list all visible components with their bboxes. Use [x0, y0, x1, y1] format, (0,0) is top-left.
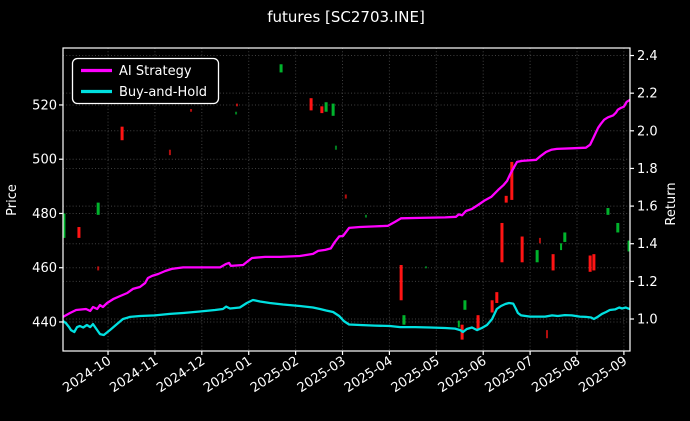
- up-candle: [424, 266, 427, 269]
- price-tick-label: 520: [32, 99, 57, 114]
- chart-title: futures [SC2703.INE]: [267, 8, 425, 26]
- price-axis-label: Price: [5, 184, 20, 216]
- down-candle: [592, 254, 596, 271]
- down-candle: [490, 300, 494, 313]
- up-candle: [364, 214, 367, 218]
- up-candle: [463, 300, 467, 310]
- x-tick-label: 2025-03: [295, 354, 349, 396]
- x-tick-label: 2024-12: [154, 354, 208, 396]
- legend: AI Strategy Buy-and-Hold: [71, 57, 220, 105]
- x-tick-label: 2025-09: [576, 354, 630, 396]
- x-tick-label: 2024-10: [60, 354, 114, 396]
- down-candle: [545, 330, 548, 339]
- down-candle: [588, 255, 592, 272]
- down-candle: [344, 194, 347, 199]
- x-tick-label: 2025-08: [529, 354, 583, 396]
- down-candle: [168, 149, 171, 156]
- candlesticks: [63, 64, 630, 340]
- down-candle: [520, 236, 524, 263]
- up-candle: [606, 208, 610, 215]
- price-tick-label: 500: [32, 153, 57, 168]
- x-tick-label: 2024-11: [107, 354, 161, 396]
- x-axis-tick-labels: 2024-102024-112024-122025-012025-022025-…: [60, 354, 630, 396]
- down-candle: [190, 109, 193, 112]
- down-candle: [476, 315, 480, 331]
- x-tick-label: 2025-07: [483, 354, 537, 396]
- down-candle: [235, 103, 238, 107]
- legend-label-buy-and-hold: Buy-and-Hold: [119, 85, 207, 100]
- return-axis-label: Return: [664, 182, 679, 225]
- up-candle: [402, 315, 406, 325]
- up-candle: [563, 232, 567, 242]
- x-tick-label: 2025-06: [436, 354, 490, 396]
- return-tick-label: 1.4: [637, 237, 658, 252]
- x-tick-label: 2025-05: [389, 354, 443, 396]
- x-tick-label: 2025-02: [248, 354, 302, 396]
- return-tick-label: 1.6: [637, 200, 658, 215]
- buy-and-hold-line: [63, 298, 630, 337]
- up-candle: [334, 145, 337, 150]
- return-tick-label: 2.0: [637, 124, 658, 139]
- price-tick-label: 460: [32, 261, 57, 276]
- price-axis-tick-labels: 440 460 480 500 520: [32, 99, 57, 331]
- down-candle: [97, 266, 100, 271]
- down-candle: [120, 126, 124, 141]
- up-candle: [457, 320, 460, 328]
- up-candle: [331, 103, 335, 116]
- x-tick-label: 2025-01: [201, 354, 255, 396]
- price-tick-label: 440: [32, 316, 57, 331]
- down-candle: [309, 98, 313, 111]
- up-candle: [235, 111, 238, 115]
- legend-label-ai-strategy: AI Strategy: [119, 64, 192, 79]
- down-candle: [510, 161, 514, 200]
- down-candle: [504, 195, 508, 203]
- return-tick-label: 1.2: [637, 275, 658, 290]
- up-candle: [63, 213, 66, 238]
- plot-border: [62, 47, 631, 352]
- ai-strategy-line: [63, 98, 630, 319]
- return-tick-label: 2.2: [637, 87, 658, 102]
- up-candle: [96, 202, 100, 215]
- return-axis-tick-labels: 1.0 1.2 1.4 1.6 1.8 2.0 2.2 2.4: [637, 49, 658, 328]
- up-candle: [627, 240, 630, 252]
- up-candle: [616, 222, 620, 233]
- return-tick-label: 1.8: [637, 162, 658, 177]
- up-candle: [324, 102, 328, 112]
- x-tick-label: 2025-04: [342, 354, 396, 396]
- axis-ticks: [59, 54, 634, 355]
- price-tick-label: 480: [32, 207, 57, 222]
- return-tick-label: 1.0: [637, 313, 658, 328]
- down-candle: [77, 227, 81, 238]
- up-candle: [279, 64, 283, 73]
- down-candle: [538, 237, 541, 244]
- return-tick-label: 2.4: [637, 49, 658, 64]
- up-candle: [560, 243, 563, 251]
- down-candle: [551, 254, 555, 271]
- down-candle: [500, 222, 504, 263]
- down-candle: [320, 106, 324, 114]
- down-candle: [495, 292, 499, 303]
- down-candle: [399, 265, 403, 301]
- series-lines: [63, 98, 630, 337]
- up-candle: [535, 250, 539, 263]
